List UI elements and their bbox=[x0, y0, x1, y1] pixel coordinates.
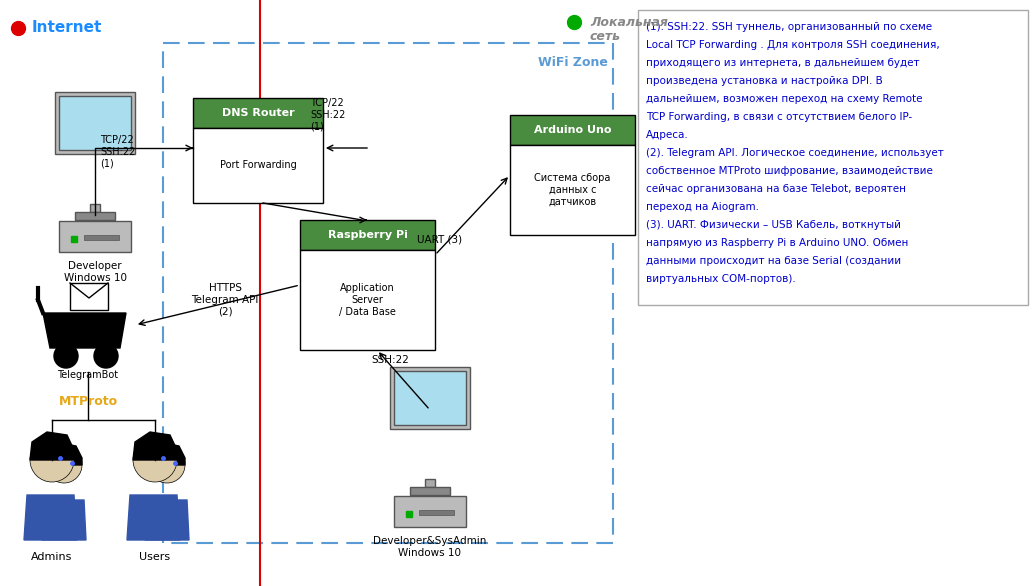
Text: Users: Users bbox=[140, 552, 171, 562]
Text: виртуальных COM-портов).: виртуальных COM-портов). bbox=[646, 274, 796, 284]
Text: Система сбора
данных с
датчиков: Система сбора данных с датчиков bbox=[535, 173, 610, 207]
Polygon shape bbox=[70, 283, 108, 310]
Bar bbox=[193, 98, 323, 128]
Polygon shape bbox=[133, 432, 177, 460]
Bar bbox=[163, 43, 613, 543]
Polygon shape bbox=[149, 443, 185, 465]
Text: собственное MTProto шифрование, взаимодействие: собственное MTProto шифрование, взаимоде… bbox=[646, 166, 932, 176]
Circle shape bbox=[94, 344, 118, 368]
Bar bbox=[638, 10, 1028, 305]
Text: Arduino Uno: Arduino Uno bbox=[534, 125, 611, 135]
Bar bbox=[419, 510, 454, 515]
Bar bbox=[510, 145, 635, 235]
Polygon shape bbox=[127, 495, 180, 540]
Bar bbox=[300, 250, 435, 350]
Text: (3). UART. Физически – USB Кабель, воткнутый: (3). UART. Физически – USB Кабель, воткн… bbox=[646, 220, 901, 230]
Text: HTTPS
Telegram API
(2): HTTPS Telegram API (2) bbox=[192, 284, 259, 316]
Circle shape bbox=[149, 447, 185, 483]
Circle shape bbox=[54, 344, 78, 368]
Text: TCP/22
SSH:22
(1): TCP/22 SSH:22 (1) bbox=[100, 135, 136, 168]
Text: Developer&SysAdmin
Windows 10: Developer&SysAdmin Windows 10 bbox=[373, 536, 487, 558]
Text: напрямую из Raspberry Pi в Arduino UNO. Обмен: напрямую из Raspberry Pi в Arduino UNO. … bbox=[646, 238, 909, 248]
Bar bbox=[55, 92, 135, 154]
Text: Internet: Internet bbox=[32, 21, 103, 36]
Text: Локальная: Локальная bbox=[589, 16, 668, 29]
Bar bbox=[90, 204, 100, 212]
Polygon shape bbox=[42, 500, 86, 540]
Text: произведена установка и настройка DPI. В: произведена установка и настройка DPI. В bbox=[646, 76, 883, 86]
Text: DNS Router: DNS Router bbox=[222, 108, 294, 118]
Text: Local TCP Forwarding . Для контроля SSH соединения,: Local TCP Forwarding . Для контроля SSH … bbox=[646, 40, 940, 50]
Polygon shape bbox=[30, 432, 74, 460]
Bar bbox=[193, 128, 323, 203]
Text: TCP/22
SSH:22
(1): TCP/22 SSH:22 (1) bbox=[310, 98, 345, 131]
Bar bbox=[390, 367, 470, 429]
Text: сеть: сеть bbox=[589, 30, 621, 43]
Bar bbox=[394, 496, 466, 527]
Text: TCP Forwarding, в связи с отсутствием белого IP-: TCP Forwarding, в связи с отсутствием бе… bbox=[646, 112, 913, 122]
Bar bbox=[410, 487, 450, 495]
Circle shape bbox=[46, 447, 82, 483]
Bar bbox=[59, 96, 131, 150]
Text: Developer
Windows 10: Developer Windows 10 bbox=[63, 261, 126, 282]
Bar bbox=[59, 221, 131, 252]
Text: (2). Telegram API. Логическое соединение, использует: (2). Telegram API. Логическое соединение… bbox=[646, 148, 944, 158]
Bar bbox=[510, 115, 635, 145]
Text: сейчас организована на базе Telebot, вероятен: сейчас организована на базе Telebot, вер… bbox=[646, 184, 906, 194]
Text: Адреса.: Адреса. bbox=[646, 130, 689, 140]
Circle shape bbox=[30, 438, 74, 482]
Circle shape bbox=[133, 438, 177, 482]
Text: приходящего из интернета, в дальнейшем будет: приходящего из интернета, в дальнейшем б… bbox=[646, 58, 920, 68]
Polygon shape bbox=[145, 500, 189, 540]
Text: (1). SSH:22. SSH туннель, организованный по схеме: (1). SSH:22. SSH туннель, организованный… bbox=[646, 22, 932, 32]
Text: MTProto: MTProto bbox=[58, 395, 117, 408]
Text: дальнейшем, возможен переход на схему Remote: дальнейшем, возможен переход на схему Re… bbox=[646, 94, 922, 104]
Bar bbox=[75, 212, 115, 220]
Bar bbox=[84, 235, 119, 240]
Bar bbox=[300, 220, 435, 250]
Text: TelegramBot: TelegramBot bbox=[57, 370, 118, 380]
Text: Port Forwarding: Port Forwarding bbox=[220, 161, 296, 171]
Text: UART (3): UART (3) bbox=[418, 235, 462, 245]
Text: данными происходит на базе Serial (создании: данными происходит на базе Serial (созда… bbox=[646, 256, 901, 266]
Text: WiFi Zone: WiFi Zone bbox=[538, 56, 608, 70]
Polygon shape bbox=[24, 495, 77, 540]
Bar bbox=[425, 479, 435, 487]
Text: Application
Server
/ Data Base: Application Server / Data Base bbox=[339, 284, 396, 316]
Text: SSH:22: SSH:22 bbox=[371, 355, 409, 365]
Text: Raspberry Pi: Raspberry Pi bbox=[327, 230, 407, 240]
Text: переход на Aiogram.: переход на Aiogram. bbox=[646, 202, 759, 212]
Polygon shape bbox=[46, 443, 82, 465]
Bar bbox=[394, 371, 466, 425]
Text: Admins: Admins bbox=[31, 552, 73, 562]
Polygon shape bbox=[44, 313, 126, 348]
